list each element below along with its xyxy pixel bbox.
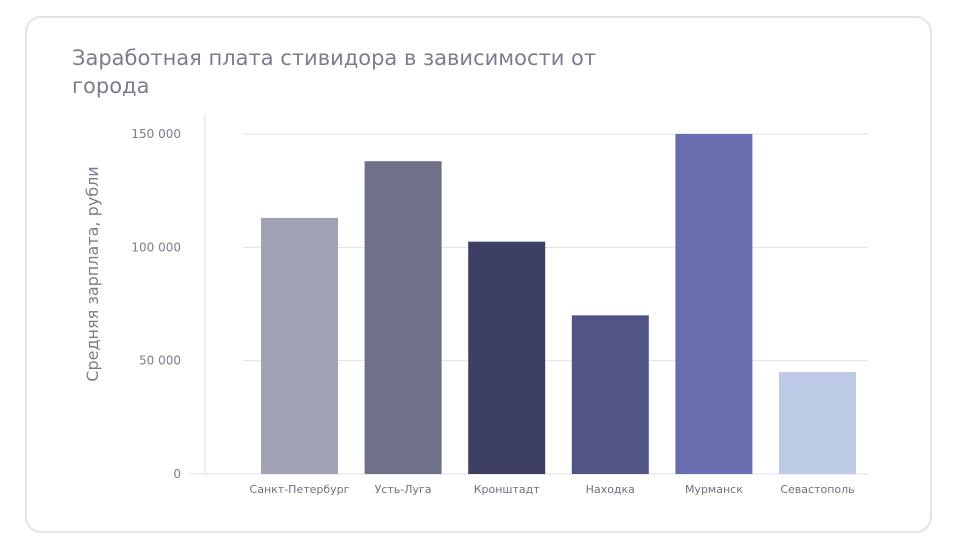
y-tick-label: 50 000 [139,354,181,368]
category-label: Находка [586,483,635,496]
bar-2 [468,241,546,474]
y-axis-label: Средняя зарплата, рубли [83,166,102,381]
y-tick-labels: 0 50 000 100 000 150 000 [131,127,181,481]
category-label: Кронштадт [474,483,541,496]
category-label: Усть-Луга [375,483,432,496]
y-tick-label: 150 000 [131,127,181,141]
bar-4 [675,134,753,474]
bar-1 [364,161,442,474]
y-tick-label: 100 000 [131,240,181,254]
bar-0 [261,217,338,474]
grid-lines [190,133,868,475]
category-label: Мурманск [685,483,743,496]
category-labels: Санкт-Петербург Усть-Луга Кронштадт Находка… [250,483,855,496]
chart-title: Заработная плата стивидора в зависимости… [72,46,597,98]
y-tick-label: 0 [173,467,181,481]
bars [261,134,856,474]
category-label: Севастополь [780,483,854,496]
category-label: Санкт-Петербург [250,483,350,496]
bar-5 [779,372,856,474]
bar-3 [571,315,649,474]
